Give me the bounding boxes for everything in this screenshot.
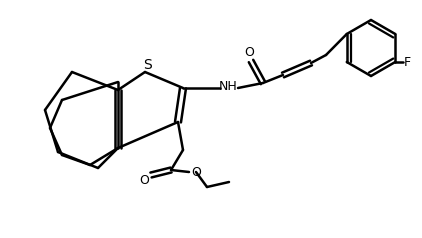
Text: O: O — [191, 165, 201, 178]
Text: S: S — [143, 58, 152, 72]
Text: NH: NH — [219, 80, 237, 94]
Text: F: F — [404, 55, 411, 69]
Text: O: O — [139, 174, 149, 187]
Text: O: O — [244, 46, 254, 60]
